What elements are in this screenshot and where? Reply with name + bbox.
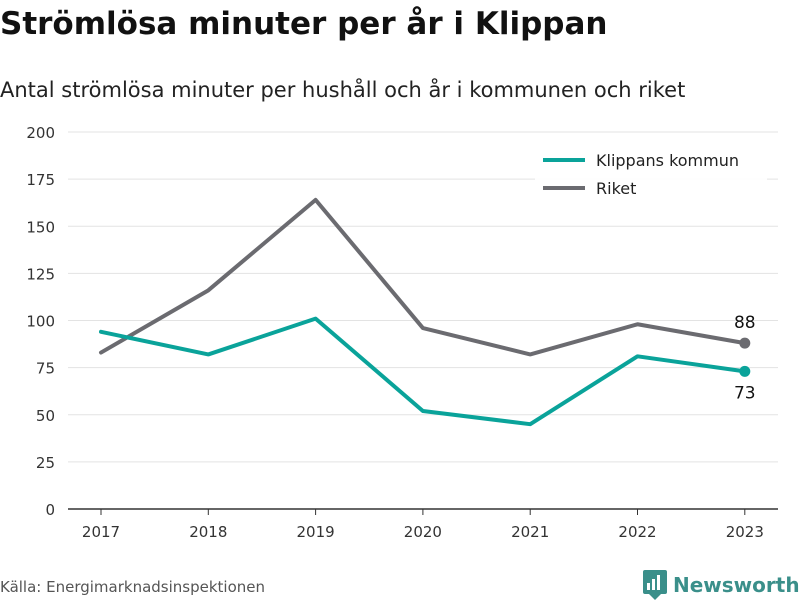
data-label: 73 [734,383,756,403]
brand-logo: Newsworthy [643,569,800,601]
x-tick-label: 2021 [511,523,549,541]
y-tick-label: 25 [36,454,55,472]
legend-label: Riket [596,179,636,198]
y-tick-label: 0 [45,501,55,519]
y-tick-label: 125 [26,265,55,283]
legend-background [535,145,767,205]
y-tick-label: 50 [36,407,55,425]
x-tick-label: 2018 [189,523,227,541]
x-tick-label: 2022 [618,523,656,541]
y-tick-label: 175 [26,171,55,189]
y-tick-label: 200 [26,124,55,142]
series-line [99,316,747,427]
y-axis: 0 25 50 75 100 125 150 175 200 [26,124,55,519]
x-tick-label: 2019 [297,523,335,541]
data-label: 88 [734,313,756,333]
source-note: Källa: Energimarknadsinspektionen [0,578,266,596]
x-axis: 2017 2018 2019 2020 2021 2022 2023 [82,509,764,541]
y-tick-label: 100 [26,313,55,331]
brand-name: Newsworthy [673,573,800,597]
series-group: 73 88 [99,197,756,427]
chart-subtitle: Antal strömlösa minuter per hushåll och … [0,78,686,102]
y-tick-label: 75 [36,360,55,378]
y-tick-label: 150 [26,218,55,236]
x-tick-label: 2020 [404,523,442,541]
legend: Klippans kommun Riket [535,145,767,205]
newsworthy-logo-icon [643,570,667,600]
legend-label: Klippans kommun [596,151,739,170]
series-end-point [739,365,751,377]
x-tick-label: 2017 [82,523,120,541]
series-line [99,197,747,357]
chart-title: Strömlösa minuter per år i Klippan [0,6,608,42]
series-end-point [739,337,751,349]
x-tick-label: 2023 [726,523,764,541]
